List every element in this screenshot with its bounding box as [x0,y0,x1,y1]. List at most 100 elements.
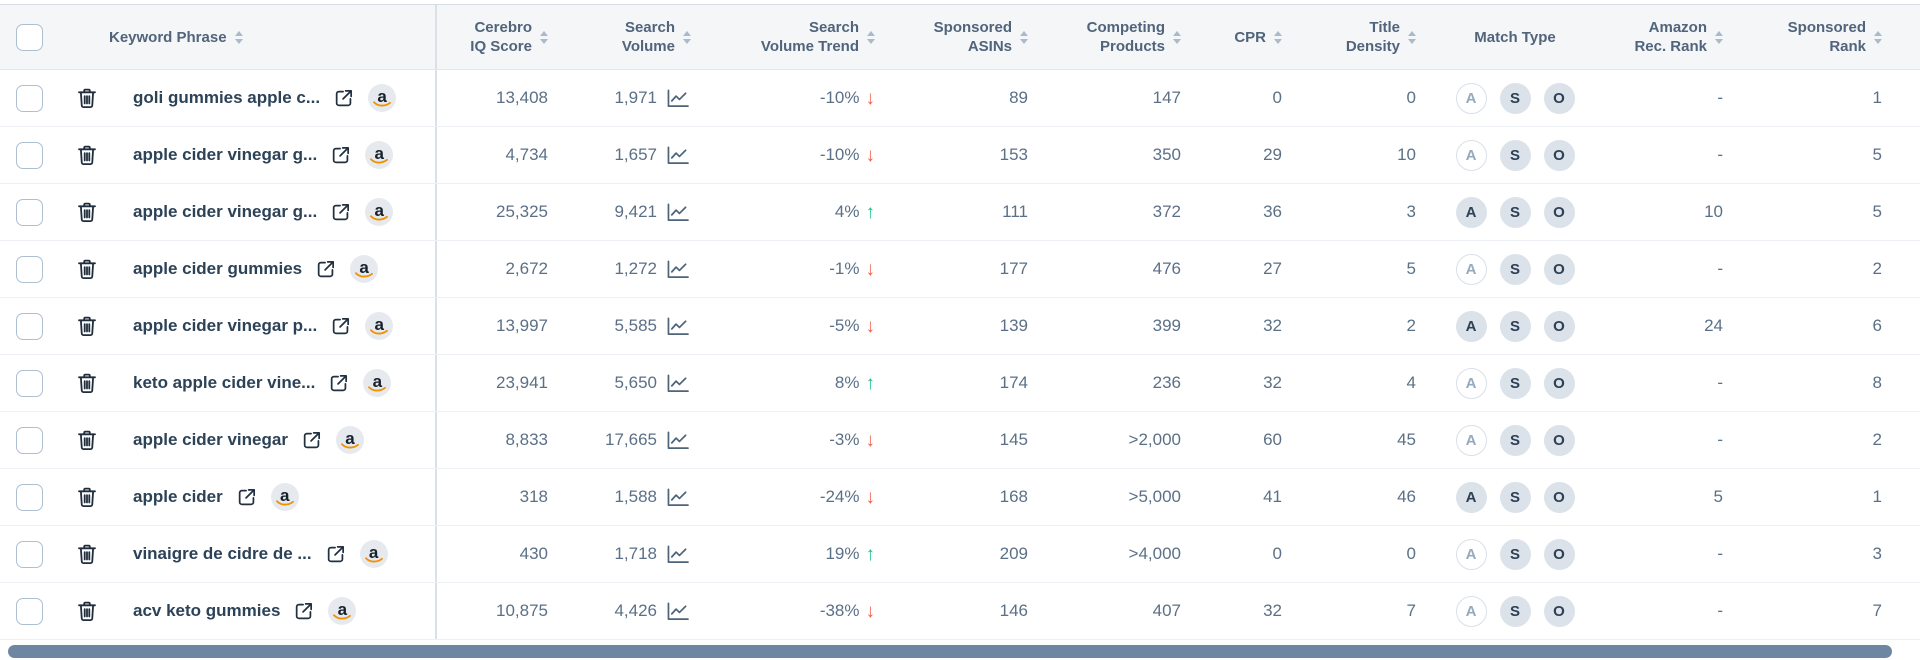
match-type-badge-o: O [1543,424,1575,456]
amazon-icon[interactable]: a [368,84,397,112]
column-header-search-volume[interactable]: Search Volume [560,5,697,69]
match-type-badge-o: O [1543,367,1575,399]
column-header-competing-products[interactable]: Competing Products [1038,5,1191,69]
amazon-icon[interactable]: a [359,540,388,568]
row-checkbox[interactable] [16,198,43,226]
sort-icon[interactable] [1020,30,1028,44]
amazon-rec-rank-value: 10 [1704,202,1723,221]
column-header-sponsored-rank[interactable]: Sponsored Rank [1733,5,1920,69]
trend-down-arrow-icon: ↓ [865,315,876,337]
match-type-badge-o: O [1543,595,1575,627]
column-header-sponsored-asins[interactable]: Sponsored ASINs [881,5,1038,69]
external-link-icon[interactable] [301,429,323,451]
row-checkbox[interactable] [16,255,43,283]
amazon-icon[interactable]: a [270,483,299,511]
title-density-value: 45 [1397,430,1416,449]
amazon-icon[interactable]: a [350,255,379,283]
trend-chart-icon[interactable] [665,202,691,223]
horizontal-scrollbar[interactable] [8,645,1892,658]
row-checkbox[interactable] [16,369,43,397]
competing-products-value: 147 [1152,88,1181,107]
sponsored-asins-value: 146 [999,601,1028,620]
row-checkbox[interactable] [16,540,43,568]
keyword-phrase: apple cider [133,487,223,506]
trend-chart-icon[interactable] [665,544,691,565]
title-density-value: 46 [1397,487,1416,506]
delete-keyword-button[interactable] [75,599,99,623]
delete-keyword-button[interactable] [75,314,99,338]
amazon-icon[interactable]: a [335,426,364,454]
delete-keyword-button[interactable] [75,542,99,566]
trend-chart-icon[interactable] [665,373,691,394]
delete-keyword-button[interactable] [75,485,99,509]
search-volume-trend-value: 19% [825,544,860,563]
delete-keyword-button[interactable] [75,200,99,224]
sponsored-asins-value: 89 [1009,88,1028,107]
sort-icon[interactable] [1274,30,1282,44]
column-header-search-volume-trend[interactable]: Search Volume Trend [697,5,881,69]
trend-chart-icon[interactable] [665,88,691,109]
row-checkbox[interactable] [16,483,43,511]
trend-chart-icon[interactable] [665,145,691,166]
search-volume-trend-value: -3% [829,430,860,449]
external-link-icon[interactable] [236,486,258,508]
sort-icon[interactable] [1874,30,1882,44]
external-link-icon[interactable] [328,372,350,394]
column-header-keyword-phrase[interactable]: Keyword Phrase [109,28,227,46]
search-volume-trend-value: -10% [819,88,860,107]
trend-chart-icon[interactable] [665,316,691,337]
delete-keyword-button[interactable] [75,371,99,395]
delete-keyword-button[interactable] [75,428,99,452]
sort-icon[interactable] [1173,30,1181,44]
row-checkbox[interactable] [16,141,43,169]
column-header-amazon-rec-rank[interactable]: Amazon Rec. Rank [1600,5,1733,69]
external-link-icon[interactable] [333,87,355,109]
external-link-icon[interactable] [315,258,337,280]
sort-icon[interactable] [683,30,691,44]
competing-products-value: 372 [1152,202,1181,221]
external-link-icon[interactable] [330,201,352,223]
amazon-icon[interactable]: a [363,369,392,397]
title-density-value: 2 [1406,316,1416,335]
trend-chart-icon[interactable] [665,601,691,622]
trend-chart-icon[interactable] [665,259,691,280]
sort-icon[interactable] [234,30,243,44]
search-volume-value: 1,971 [614,88,657,107]
column-header-title-density[interactable]: Title Density [1292,5,1430,69]
cerebro-iq-score-value: 2,672 [505,259,548,278]
match-type-badge-o: O [1543,310,1575,342]
delete-keyword-button[interactable] [75,257,99,281]
sort-icon[interactable] [1715,30,1723,44]
keyword-phrase: acv keto gummies [133,601,281,620]
match-type-badge-o: O [1543,481,1575,513]
amazon-icon[interactable]: a [365,198,394,226]
external-link-icon[interactable] [293,600,315,622]
row-checkbox[interactable] [16,312,43,340]
trend-chart-icon[interactable] [665,487,691,508]
sort-icon[interactable] [867,30,875,44]
amazon-icon[interactable]: a [365,312,394,340]
column-header-cpr[interactable]: CPR [1191,5,1292,69]
sort-icon[interactable] [540,30,548,44]
external-link-icon[interactable] [330,315,352,337]
external-link-icon[interactable] [330,144,352,166]
row-checkbox[interactable] [16,84,43,112]
select-all-checkbox[interactable] [16,23,43,51]
table-row: goli gummies apple c... a 13,408 1,971 -… [0,70,1920,127]
amazon-icon[interactable]: a [365,141,394,169]
delete-keyword-button[interactable] [75,143,99,167]
match-type-badge-s: S [1499,424,1531,456]
amazon-icon[interactable]: a [328,597,357,625]
amazon-rec-rank-value: - [1717,601,1723,620]
column-header-cerebro-iq-score[interactable]: Cerebro IQ Score [437,5,560,69]
cerebro-iq-score-value: 318 [519,487,548,506]
row-checkbox[interactable] [16,597,43,625]
trend-chart-icon[interactable] [665,430,691,451]
delete-keyword-button[interactable] [75,86,99,110]
row-checkbox[interactable] [16,426,43,454]
sort-icon[interactable] [1408,30,1416,44]
external-link-icon[interactable] [325,543,347,565]
